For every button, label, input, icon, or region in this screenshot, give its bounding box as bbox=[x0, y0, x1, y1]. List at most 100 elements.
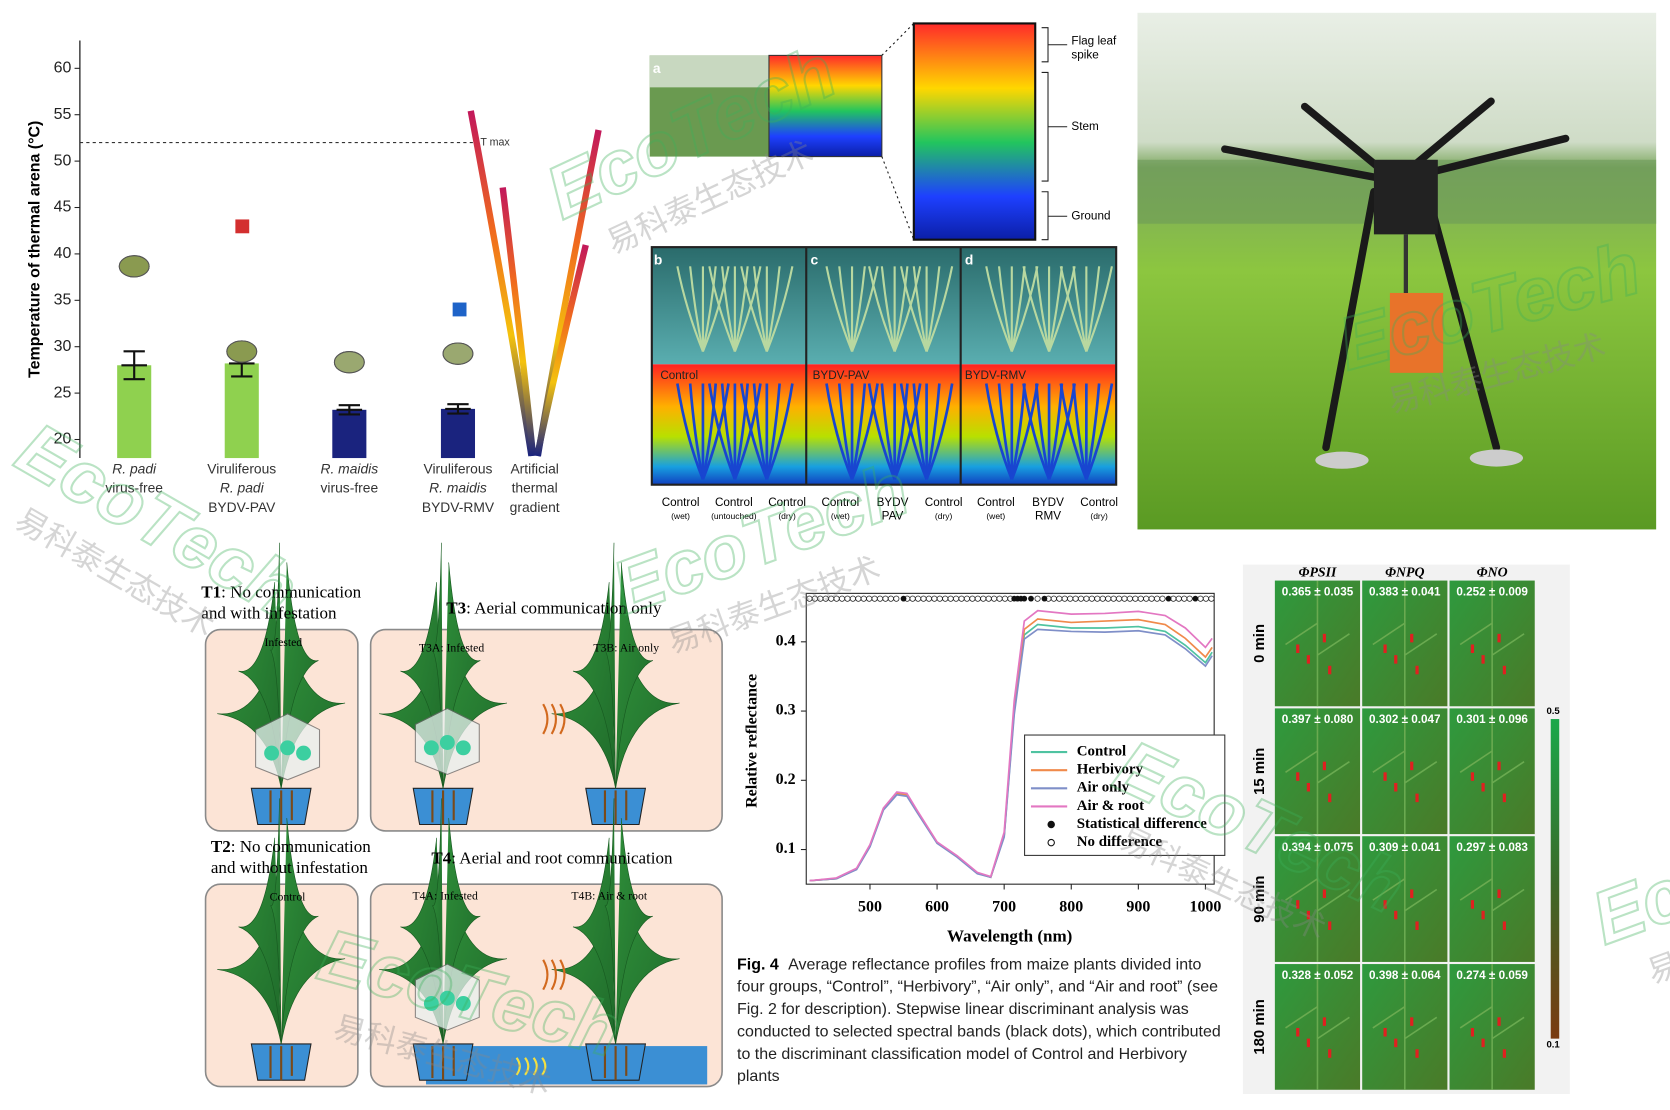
sample-spot bbox=[1470, 772, 1475, 781]
sample-spot bbox=[1328, 793, 1332, 803]
no-difference-dot bbox=[969, 595, 976, 602]
roots bbox=[603, 790, 628, 825]
x-tick-label: Artificial bbox=[510, 460, 558, 476]
plant-stem bbox=[1059, 266, 1088, 352]
plant-stem bbox=[733, 266, 749, 352]
significant-dot bbox=[1192, 595, 1199, 602]
root-signal bbox=[524, 1057, 530, 1076]
leaf-vein bbox=[1372, 964, 1438, 1090]
y-tick-label: 55 bbox=[54, 106, 72, 123]
no-difference-dot bbox=[1001, 595, 1009, 602]
roots bbox=[431, 790, 455, 825]
leaf-vein bbox=[1285, 964, 1350, 1090]
sample-spot bbox=[1322, 633, 1326, 643]
plant-stem bbox=[851, 266, 879, 352]
plant-thermal bbox=[1034, 383, 1051, 480]
watermark-latin: EcoTech bbox=[1581, 777, 1670, 960]
row-header: 180 min bbox=[1252, 999, 1268, 1055]
treatment-text: : No communication bbox=[221, 582, 361, 601]
image-x-label: Control bbox=[821, 496, 859, 509]
legend-label: Herbivory bbox=[1077, 762, 1144, 778]
sample-spot bbox=[1328, 921, 1332, 930]
plant-thermal bbox=[850, 383, 879, 480]
legend-box bbox=[1024, 734, 1226, 856]
y-tick-label: 0.1 bbox=[776, 840, 796, 857]
sample-spot bbox=[1502, 1049, 1506, 1058]
gradient-plant bbox=[499, 187, 537, 457]
column-header: ΦNO bbox=[1477, 564, 1508, 579]
x-tick-label: 1000 bbox=[1189, 898, 1221, 915]
legend-marker bbox=[1047, 838, 1055, 847]
plant-stem bbox=[899, 266, 928, 352]
plant-thermal bbox=[733, 383, 749, 480]
x-tick-label: 600 bbox=[925, 898, 949, 915]
no-difference-dot bbox=[1067, 595, 1074, 602]
no-difference-dot bbox=[1056, 595, 1063, 602]
caption-line: plants bbox=[737, 1068, 780, 1085]
image-x-sublabel: (wet) bbox=[671, 511, 690, 521]
legend-label: No difference bbox=[1077, 834, 1163, 850]
aphid-icon bbox=[333, 351, 365, 374]
x-tick-label: 700 bbox=[992, 898, 1016, 915]
plant-stem bbox=[1035, 266, 1051, 352]
x-tick-label: thermal bbox=[512, 480, 558, 496]
roots bbox=[269, 1046, 293, 1081]
sample-spot bbox=[1383, 1027, 1387, 1037]
aphid-icon bbox=[442, 342, 474, 365]
no-difference-dot bbox=[1148, 595, 1155, 602]
leaf-vein bbox=[1459, 836, 1525, 962]
bar bbox=[117, 365, 152, 459]
no-difference-dot bbox=[1154, 595, 1161, 602]
x-tick-label: virus-free bbox=[321, 480, 379, 496]
caption-line: four groups, “Control”, “Herbivory”, “Ai… bbox=[737, 979, 1218, 996]
plant-stem bbox=[1085, 266, 1101, 352]
zoom-label: Stem bbox=[1071, 120, 1098, 133]
sample-spot bbox=[1470, 900, 1475, 909]
no-difference-dot bbox=[849, 595, 856, 602]
no-difference-dot bbox=[1175, 595, 1182, 602]
leaf-vein bbox=[1372, 836, 1438, 962]
sample-spot bbox=[1296, 644, 1300, 654]
no-difference-dot bbox=[996, 595, 1003, 602]
x-tick-label: BYDV-RMV bbox=[422, 499, 495, 515]
plant-stem bbox=[733, 266, 762, 352]
plant-stem bbox=[1022, 266, 1051, 352]
row-header: 0 min bbox=[1252, 624, 1268, 663]
plant-thermal bbox=[733, 383, 762, 480]
no-difference-dot bbox=[893, 595, 900, 602]
sample-spot bbox=[1410, 1017, 1414, 1026]
no-difference-dot bbox=[947, 595, 954, 602]
error-bar bbox=[336, 404, 363, 416]
sample-spot bbox=[1415, 921, 1419, 930]
image-x-label: Control bbox=[977, 496, 1015, 509]
no-difference-dot bbox=[1121, 595, 1128, 602]
sample-spot bbox=[1497, 633, 1501, 643]
signal-wave bbox=[542, 703, 549, 735]
aphid-icon bbox=[226, 340, 258, 363]
aphid bbox=[264, 745, 280, 761]
sample-spot bbox=[1497, 761, 1501, 771]
panel-letter: b bbox=[654, 252, 662, 268]
plant-thermal bbox=[899, 383, 928, 480]
x-tick-label: virus-free bbox=[105, 480, 163, 496]
treatment-code: T3 bbox=[446, 598, 466, 617]
no-difference-dot bbox=[1208, 595, 1215, 602]
gradient-plant bbox=[534, 244, 589, 457]
image-x-sublabel: (dry) bbox=[778, 511, 796, 521]
leaf bbox=[270, 798, 282, 1044]
plant-thermal bbox=[701, 383, 718, 480]
leaf-vein bbox=[1459, 580, 1525, 707]
no-difference-dot bbox=[974, 595, 981, 602]
colorbar-max: 0.5 bbox=[1546, 706, 1560, 717]
panel-letter: c bbox=[811, 252, 819, 268]
cell-value: 0.365 ± 0.035 bbox=[1282, 585, 1354, 598]
box-label: Control bbox=[270, 891, 307, 904]
row-header: 90 min bbox=[1252, 875, 1268, 922]
plant-thermal bbox=[837, 383, 854, 480]
plant-thermal bbox=[1085, 383, 1101, 480]
no-difference-dot bbox=[866, 595, 873, 602]
plant-stem bbox=[765, 266, 794, 352]
sample-spot bbox=[1306, 655, 1311, 664]
sample-spot bbox=[1415, 1049, 1419, 1058]
